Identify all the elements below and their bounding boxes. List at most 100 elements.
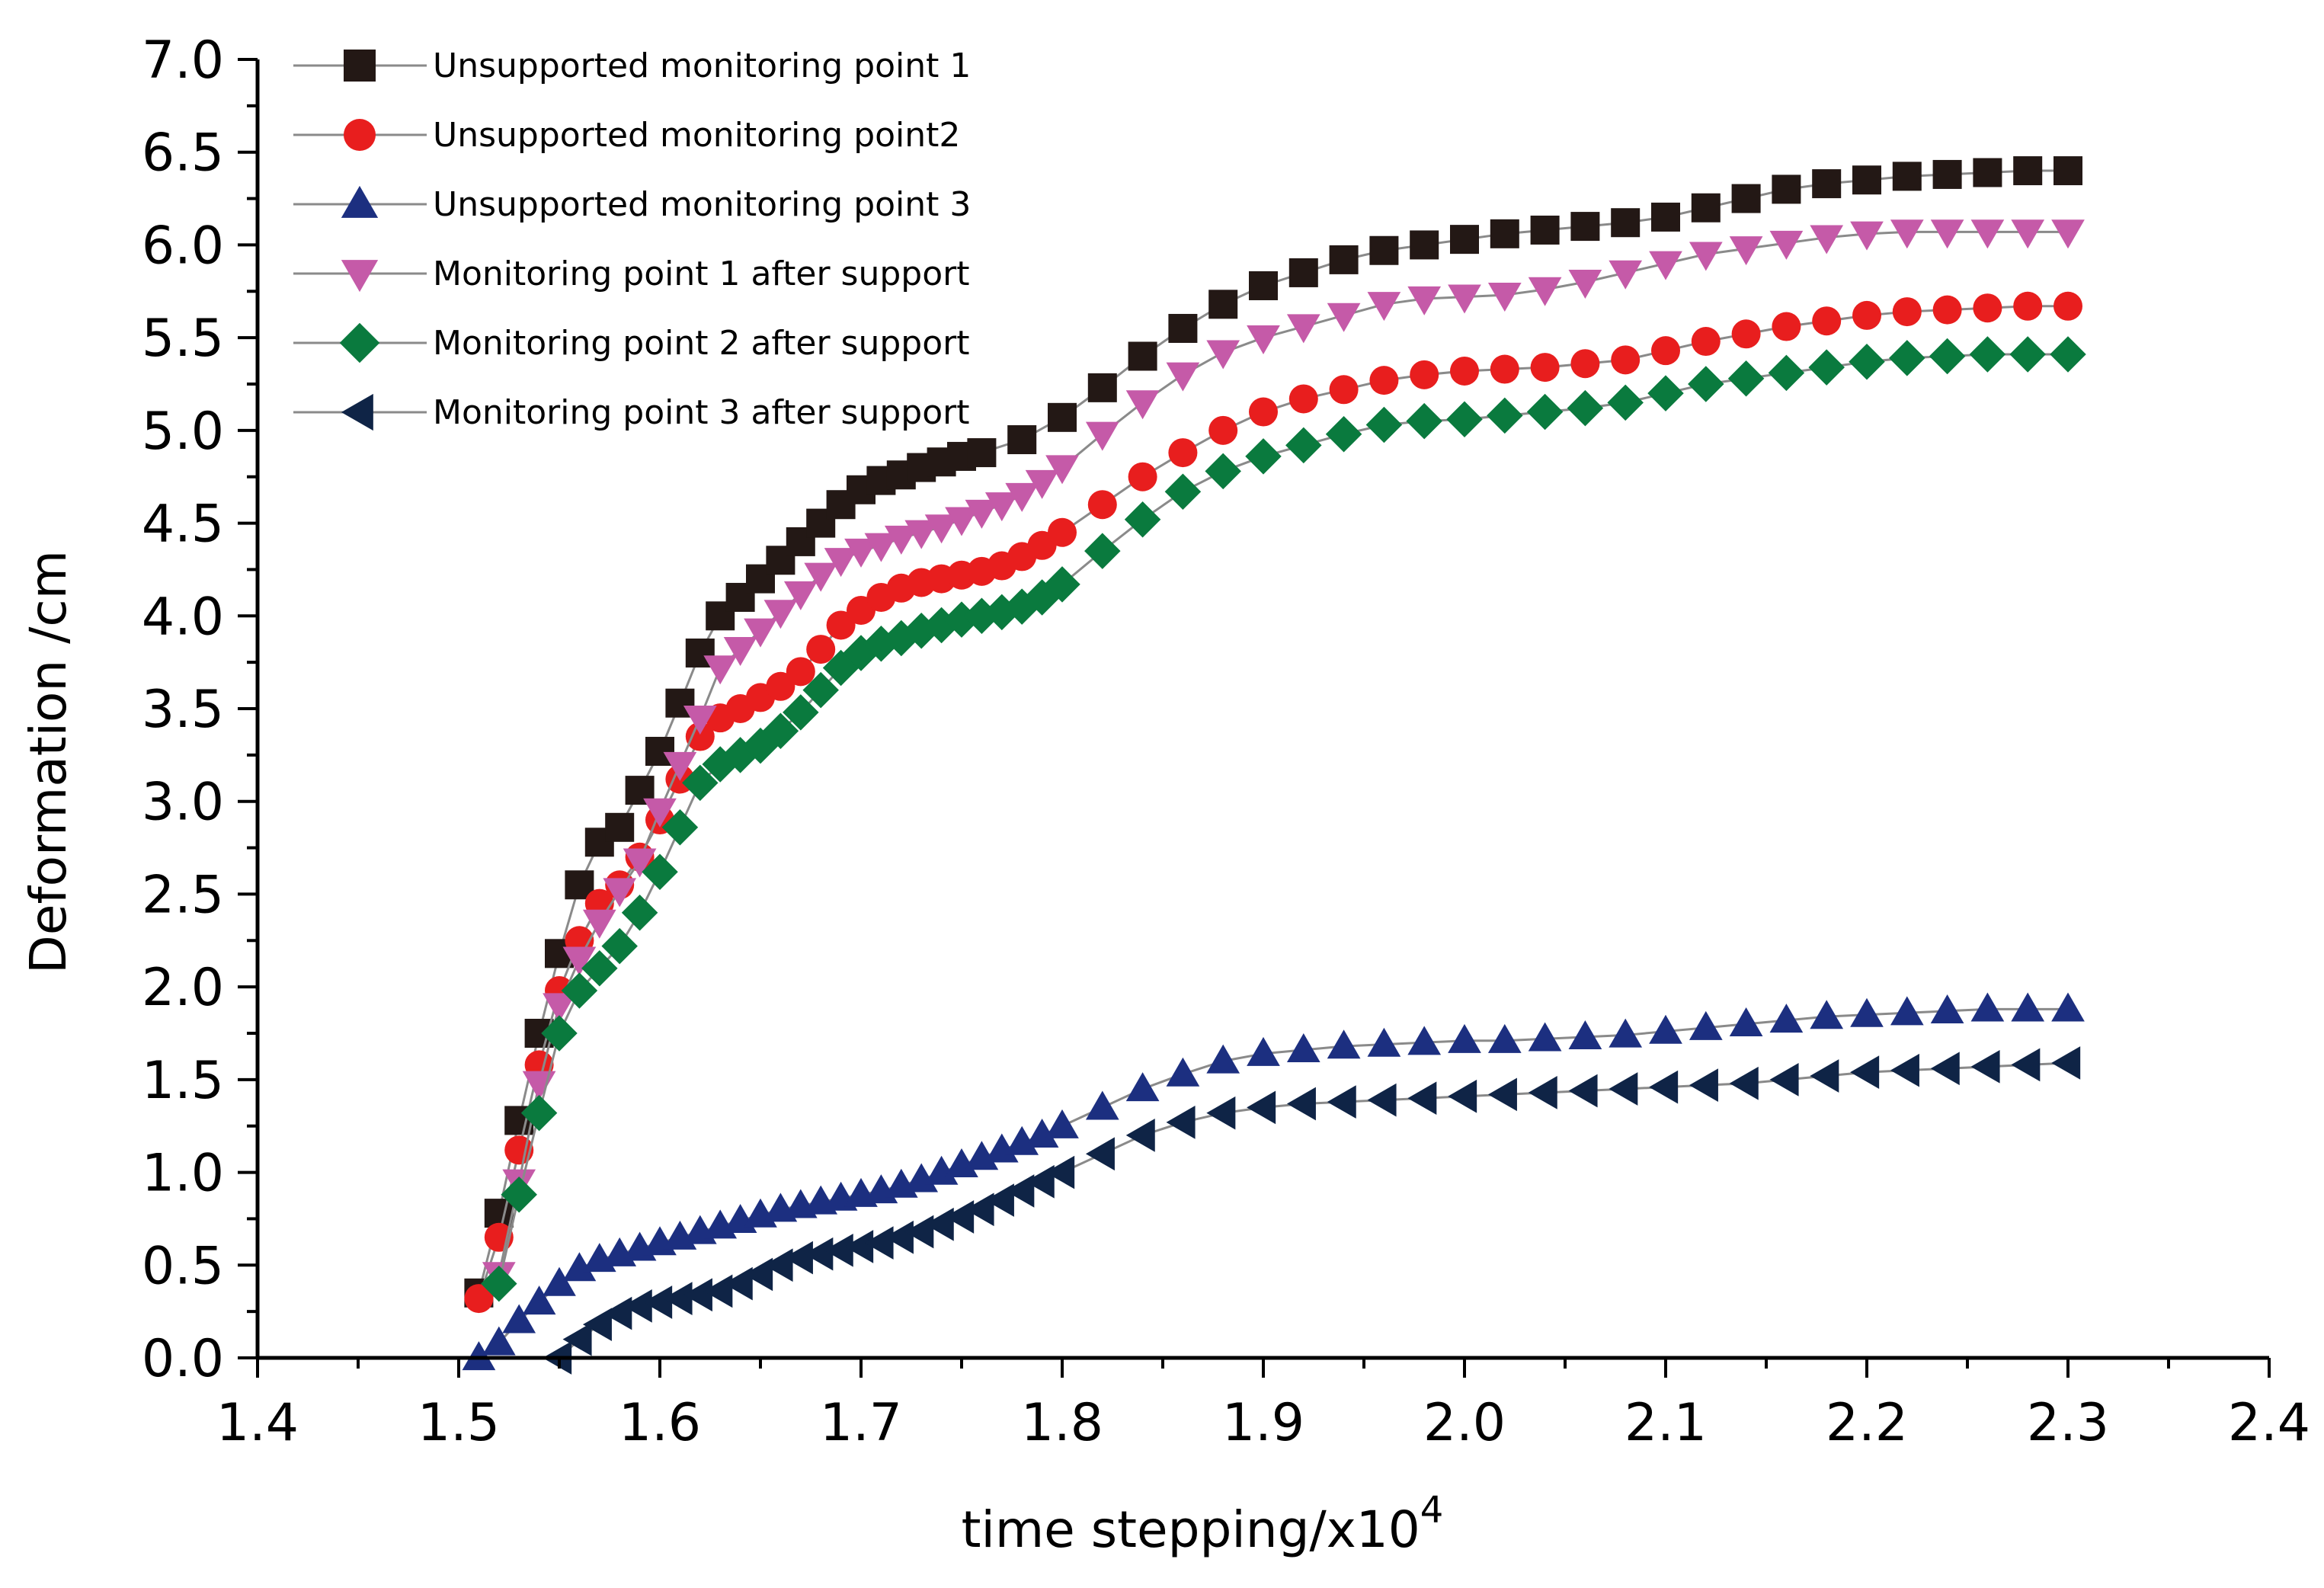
data-point <box>2011 992 2045 1022</box>
legend-item: Unsupported monitoring point 1 <box>293 46 971 85</box>
y-axis-title: Deformation /cm <box>19 550 78 974</box>
data-point <box>1208 290 1238 319</box>
data-point <box>1611 345 1641 375</box>
x-tick-label: 1.6 <box>619 1393 701 1453</box>
data-point <box>1810 225 1844 255</box>
data-point <box>1528 1022 1562 1052</box>
data-point <box>1407 1026 1442 1055</box>
data-point <box>1649 251 1682 280</box>
data-point <box>643 798 677 828</box>
data-point <box>1125 1072 1160 1102</box>
data-point <box>1365 406 1403 443</box>
data-point <box>703 655 738 685</box>
data-point <box>501 1177 537 1213</box>
data-point <box>924 1155 959 1185</box>
data-point <box>1890 1053 1919 1087</box>
data-point <box>1567 389 1604 427</box>
data-point <box>1166 1105 1196 1139</box>
y-tick-label: 6.5 <box>142 123 224 184</box>
data-point <box>1810 1059 1839 1093</box>
y-tick-label: 4.5 <box>142 495 224 555</box>
data-point <box>683 1278 712 1312</box>
data-point <box>522 1285 556 1315</box>
data-point <box>1406 402 1442 440</box>
y-tick-label: 2.5 <box>142 865 224 925</box>
data-point <box>783 1241 813 1275</box>
x-ticks: 1.4 1.5 1.6 1.7 1.8 1.9 2.0 2.1 2.2 2.3 2.4 <box>216 1358 2310 1453</box>
data-point <box>783 694 819 731</box>
data-point <box>2013 156 2043 186</box>
data-point <box>1206 340 1240 370</box>
data-point <box>2051 219 2085 249</box>
data-point <box>744 1257 773 1292</box>
data-point <box>1568 1074 1598 1108</box>
data-point <box>1970 1049 2000 1084</box>
data-point <box>1367 292 1401 322</box>
data-point <box>1450 356 1479 386</box>
data-point <box>1611 208 1641 238</box>
data-point <box>1528 277 1562 306</box>
data-point <box>642 853 678 890</box>
y-tick-label: 3.5 <box>142 680 224 740</box>
data-point <box>2054 156 2082 186</box>
data-point <box>1206 1044 1240 1074</box>
data-point <box>965 1193 994 1227</box>
data-point <box>1329 375 1359 405</box>
series-line <box>498 353 2068 1284</box>
data-point <box>502 1304 536 1333</box>
data-point <box>1087 490 1117 520</box>
data-point <box>967 438 997 468</box>
data-point <box>482 1326 516 1356</box>
data-point <box>824 1233 853 1267</box>
data-point <box>1045 455 1079 485</box>
data-point <box>1691 193 1721 223</box>
data-point <box>543 993 576 1023</box>
data-point <box>541 1015 578 1052</box>
data-point <box>1570 212 1600 242</box>
series-6 <box>543 1046 2081 1375</box>
data-point <box>965 499 999 529</box>
data-point <box>1329 245 1359 274</box>
legend-marker <box>341 260 379 293</box>
data-point <box>601 927 638 965</box>
data-point <box>884 525 918 555</box>
data-point <box>1487 283 1522 312</box>
legend-label: Unsupported monitoring point 1 <box>433 46 971 85</box>
data-point <box>1288 258 1318 287</box>
data-point <box>1125 1119 1155 1152</box>
data-point <box>1005 1125 1039 1155</box>
data-point <box>1689 1010 1723 1040</box>
data-point <box>1166 1057 1200 1087</box>
data-point <box>1128 462 1157 491</box>
data-point <box>1930 994 1964 1023</box>
data-point <box>806 635 836 664</box>
data-point <box>1528 1076 1557 1109</box>
data-point <box>1085 421 1119 451</box>
data-point <box>561 972 598 1009</box>
data-point <box>1369 366 1399 395</box>
data-point <box>1407 286 1442 315</box>
data-point <box>1810 1000 1844 1029</box>
data-point <box>2011 1048 2041 1082</box>
data-point <box>1025 1119 1059 1148</box>
data-point <box>582 909 616 939</box>
data-point <box>1689 242 1723 271</box>
data-point <box>1973 158 2002 187</box>
data-point <box>1007 425 1037 455</box>
data-point <box>1688 366 1724 402</box>
data-point <box>1731 319 1761 349</box>
data-point <box>904 520 939 549</box>
data-point <box>1487 397 1523 434</box>
data-point <box>1892 297 1922 327</box>
data-point <box>1048 402 1077 432</box>
data-point <box>1487 1077 1517 1112</box>
data-point <box>621 895 658 931</box>
legend-label: Monitoring point 1 after support <box>433 255 969 293</box>
data-point <box>1852 165 1881 195</box>
data-point <box>581 950 618 987</box>
data-point <box>1249 271 1278 300</box>
data-point <box>1087 373 1117 402</box>
legend-marker <box>344 50 376 82</box>
